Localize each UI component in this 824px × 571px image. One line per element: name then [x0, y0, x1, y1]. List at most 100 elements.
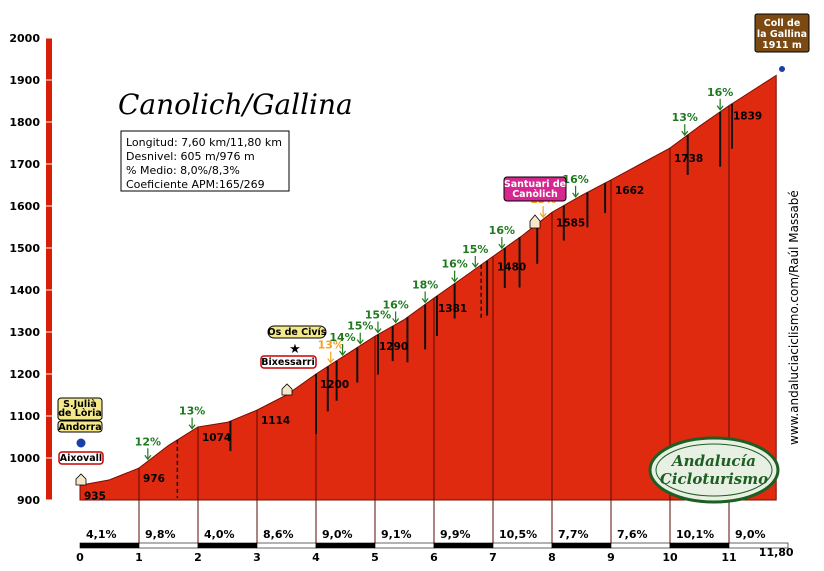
gradient-arrowhead [451, 277, 459, 283]
km-elevation-label: 1585 [556, 217, 585, 229]
km-elevation-label: 1738 [674, 153, 703, 165]
info-length: Longitud: 7,60 km/11,80 km [126, 136, 282, 149]
place-aixovall-text: Aixovall [60, 453, 102, 464]
segment-gradient: 8,6% [263, 528, 294, 541]
credit-text: www.andaluciaciclismo.com/Raúl Massabé [787, 190, 801, 445]
place-andorra [57, 420, 103, 433]
peak-gradient-label: 15% [462, 243, 488, 256]
x-tick-label: 4 [312, 551, 320, 564]
place-coll-gallina-text: Coll de la Gallina 1911 m [757, 18, 807, 51]
km-elevation-label: 1480 [497, 261, 526, 273]
segment-gradient: 7,6% [617, 528, 648, 541]
place-aixovall [58, 451, 104, 465]
segment-gradient: 7,7% [558, 528, 589, 541]
x-tick-label: 5 [371, 551, 379, 564]
logo-line2: Cicloturismo [660, 470, 768, 488]
y-tick-label: 1100 [9, 410, 40, 423]
village-icon [281, 383, 293, 396]
place-sant-julia-text: S.Julià de Lòria [58, 399, 101, 419]
km-elevation-label: 1074 [202, 432, 231, 444]
gradient-arrowhead [356, 339, 364, 345]
segment-gradient: 9,9% [440, 528, 471, 541]
x-axis-segment [433, 542, 494, 549]
segment-gradient: 9,8% [145, 528, 176, 541]
x-tick-label: 10 [662, 551, 678, 564]
x-axis-segment [197, 542, 258, 549]
y-tick-label: 1700 [9, 158, 40, 171]
x-axis-segment [610, 542, 671, 549]
peak-gradient-label: 18% [412, 278, 438, 291]
km-elevation-label: 935 [84, 490, 106, 502]
y-tick-label: 1000 [9, 452, 40, 465]
gradient-arrowhead [716, 105, 724, 111]
place-santuari-text: Santuari de Canòlich [504, 179, 566, 200]
peak-gradient-label: 16% [562, 173, 588, 186]
peak-gradient-label: 15% [365, 309, 391, 322]
km-elevation-label: 1381 [438, 303, 467, 315]
x-tick-label: 0 [76, 551, 84, 564]
peak-gradient-label: 16% [441, 258, 467, 271]
peak-gradient-label: 13% [179, 405, 205, 418]
gradient-arrowhead [421, 298, 429, 304]
peak-gradient-label: 16% [707, 86, 733, 99]
x-axis-segment [79, 542, 140, 549]
gradient-arrowhead [339, 350, 347, 356]
segment-gradient: 4,1% [86, 528, 117, 541]
x-axis-segment [256, 542, 317, 549]
y-tick-label: 2000 [9, 32, 40, 45]
place-santuari [503, 176, 567, 202]
x-tick-label: 6 [430, 551, 438, 564]
segment-gradient: 4,0% [204, 528, 235, 541]
place-bixessarri [260, 355, 317, 369]
peak-gradient-label: 13% [672, 111, 698, 124]
km-elevation-label: 1290 [379, 341, 408, 353]
x-axis-segment [315, 542, 376, 549]
info-apm: Coeficiente APM:165/269 [126, 178, 265, 191]
summit-icon [779, 66, 785, 72]
km-elevation-labels: 935 976 1074 1114 1200 1290 1381 1480 1585 1662 17… [84, 111, 762, 503]
peak-gradient-label: 16% [382, 298, 408, 311]
x-tick-label: 7 [489, 551, 497, 564]
place-bixessarri-text: Bixessarri [261, 357, 314, 368]
place-andorra-text: Andorra [58, 422, 101, 433]
peak-gradient-labels: 12%13%13%14%15%15%16%18%16%15%16%15%16%1… [135, 86, 733, 461]
info-climb: Desnivel: 605 m/976 m [126, 150, 255, 163]
x-axis-segment [374, 542, 435, 549]
x-axis-segment [728, 542, 789, 549]
segment-gradient: 9,0% [322, 528, 353, 541]
peak-gradient-label: 13% [318, 339, 344, 352]
y-tick-label: 1500 [9, 242, 40, 255]
village-icon [75, 473, 87, 486]
km-elevation-label: 1200 [320, 379, 349, 391]
y-tick-label: 1900 [9, 74, 40, 87]
segment-gradient: 9,1% [381, 528, 412, 541]
segment-gradient: 9,0% [735, 528, 766, 541]
segment-gradient-labels: 4,1% 9,8% 4,0% 8,6% 9,0% 9,1% 9,9% 10,5% 7,7% 7,6… [86, 528, 766, 541]
place-os-de-civis-text: Os de Civís [268, 327, 327, 338]
y-tick-label: 1200 [9, 368, 40, 381]
y-ticks: 2000 1900 1800 1700 1600 1500 1400 1300 1200 1100… [9, 32, 52, 507]
x-axis: 0 1 2 3 4 5 6 7 8 9 10 11 11,80 [76, 542, 794, 564]
y-axis-bar [46, 38, 52, 500]
info-average: % Medio: 8,0%/8,3% [126, 164, 240, 177]
gradient-arrowhead [572, 192, 580, 198]
place-labels: S.Julià de Lòria Andorra Aixovall Os de C… [57, 13, 810, 486]
x-tick-label: 2 [194, 551, 202, 564]
roundabout-icon [75, 437, 87, 449]
x-axis-segment [492, 542, 553, 549]
gradient-arrowhead [188, 424, 196, 430]
x-tick-label: 1 [135, 551, 143, 564]
x-tick-label: 8 [548, 551, 556, 564]
gradient-arrowhead [392, 318, 400, 324]
x-end-label: 11,80 [759, 546, 794, 559]
gradient-arrowhead [327, 358, 335, 364]
y-tick-label: 900 [17, 494, 40, 507]
steep-markers [176, 103, 733, 498]
logo: Andalucía Cicloturismo [648, 436, 780, 504]
segment-gradient: 10,5% [499, 528, 537, 541]
x-tick-label: 9 [607, 551, 615, 564]
y-tick-label: 1800 [9, 116, 40, 129]
y-tick-label: 1600 [9, 200, 40, 213]
x-axis-segment [138, 542, 199, 549]
peak-gradient-label: 14% [329, 331, 355, 344]
